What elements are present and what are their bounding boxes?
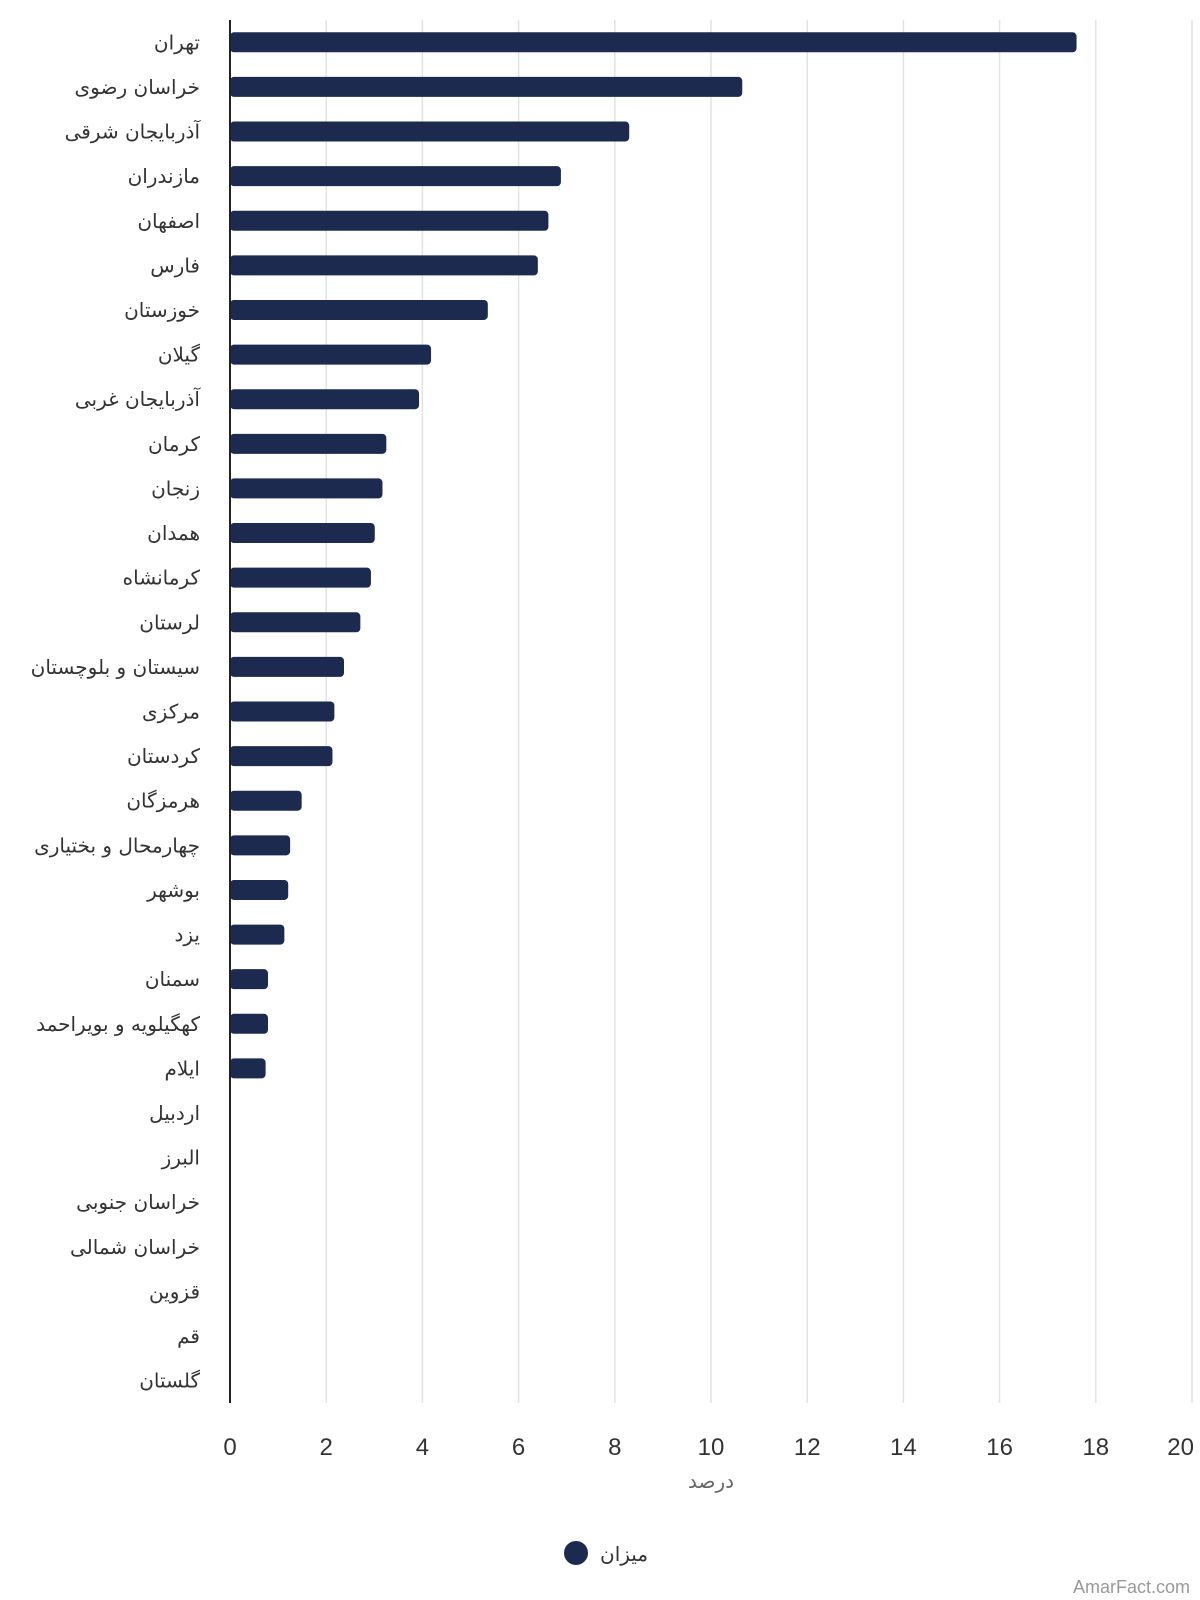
grid-lines bbox=[325, 20, 1193, 1403]
category-label: سمنان bbox=[145, 967, 200, 991]
x-tick-label: 0 bbox=[223, 1434, 236, 1461]
category-label: کهگیلویه و بویراحمد bbox=[36, 1012, 200, 1036]
category-label: خراسان شمالی bbox=[70, 1235, 200, 1259]
bar[interactable] bbox=[230, 32, 1077, 53]
category-label: کرمانشاه bbox=[123, 566, 201, 590]
bar[interactable] bbox=[230, 835, 291, 856]
category-label: بوشهر bbox=[146, 878, 200, 902]
category-label: مرکزی bbox=[142, 700, 200, 724]
bar[interactable] bbox=[230, 389, 420, 410]
bar[interactable] bbox=[230, 344, 432, 365]
bar[interactable] bbox=[230, 433, 387, 454]
category-labels: تهران خراسان رضوی آذربایجان شرقی مازندران اص… bbox=[31, 30, 202, 1392]
x-tick-label: 14 bbox=[890, 1434, 917, 1461]
category-label: ایلام bbox=[165, 1056, 200, 1080]
category-label: قزوین bbox=[149, 1279, 200, 1303]
bar[interactable] bbox=[230, 1058, 266, 1079]
bar[interactable] bbox=[230, 879, 289, 900]
bar[interactable] bbox=[230, 76, 743, 97]
category-label: یزد bbox=[174, 923, 200, 947]
bars bbox=[230, 32, 1077, 1079]
category-label: مازندران bbox=[128, 164, 200, 188]
bar[interactable] bbox=[230, 523, 375, 544]
bar[interactable] bbox=[230, 924, 285, 945]
category-label: خوزستان bbox=[124, 298, 200, 322]
bar[interactable] bbox=[230, 790, 302, 811]
x-tick-label: 20 bbox=[1167, 1434, 1194, 1461]
category-label: سیستان و بلوچستان bbox=[31, 655, 200, 679]
bar[interactable] bbox=[230, 567, 371, 588]
legend-label[interactable]: میزان bbox=[600, 1542, 648, 1566]
category-label: لرستان bbox=[139, 610, 200, 634]
category-label: گیلان bbox=[158, 343, 201, 367]
category-label: خراسان رضوی bbox=[75, 75, 200, 99]
x-tick-label: 8 bbox=[608, 1434, 621, 1461]
credit-text[interactable]: AmarFact.com bbox=[1073, 1577, 1190, 1597]
bar[interactable] bbox=[230, 210, 549, 231]
category-label: همدان bbox=[147, 521, 200, 545]
bar[interactable] bbox=[230, 969, 268, 990]
bar[interactable] bbox=[230, 478, 383, 499]
category-label: تهران bbox=[154, 30, 200, 54]
category-label: اردبیل bbox=[149, 1101, 200, 1125]
category-label: گلستان bbox=[139, 1369, 200, 1393]
category-label: کرمان bbox=[148, 432, 201, 456]
category-label: آذربایجان شرقی bbox=[65, 119, 202, 144]
bar[interactable] bbox=[230, 1013, 268, 1034]
category-label: اصفهان bbox=[137, 209, 200, 233]
bar[interactable] bbox=[230, 121, 630, 142]
bar[interactable] bbox=[230, 166, 561, 187]
bar[interactable] bbox=[230, 746, 333, 767]
legend-marker[interactable] bbox=[564, 1541, 588, 1565]
category-label: آذربایجان غربی bbox=[75, 386, 202, 411]
x-tick-label: 12 bbox=[794, 1434, 821, 1461]
category-label: هرمزگان bbox=[126, 789, 200, 813]
bar[interactable] bbox=[230, 299, 488, 320]
legend[interactable]: میزان bbox=[564, 1541, 648, 1566]
x-axis-title: درصد bbox=[688, 1469, 734, 1493]
category-label: زنجان bbox=[151, 476, 200, 500]
bar[interactable] bbox=[230, 701, 335, 722]
bar[interactable] bbox=[230, 656, 344, 677]
category-label: فارس bbox=[150, 253, 200, 277]
bar[interactable] bbox=[230, 255, 538, 276]
x-tick-label: 2 bbox=[320, 1434, 333, 1461]
x-tick-label: 10 bbox=[698, 1434, 725, 1461]
x-tick-label: 18 bbox=[1082, 1434, 1109, 1461]
category-label: کردستان bbox=[127, 744, 201, 768]
x-tick-labels: 0 2 4 6 8 10 12 14 16 18 20 bbox=[223, 1434, 1194, 1461]
bar[interactable] bbox=[230, 612, 361, 633]
category-label: قم bbox=[177, 1324, 200, 1348]
x-tick-label: 16 bbox=[986, 1434, 1013, 1461]
category-label: چهارمحال و بختیاری bbox=[34, 833, 200, 857]
category-label: خراسان جنوبی bbox=[76, 1190, 200, 1214]
category-label: البرز bbox=[161, 1146, 200, 1170]
x-tick-label: 4 bbox=[416, 1434, 429, 1461]
x-tick-label: 6 bbox=[512, 1434, 525, 1461]
